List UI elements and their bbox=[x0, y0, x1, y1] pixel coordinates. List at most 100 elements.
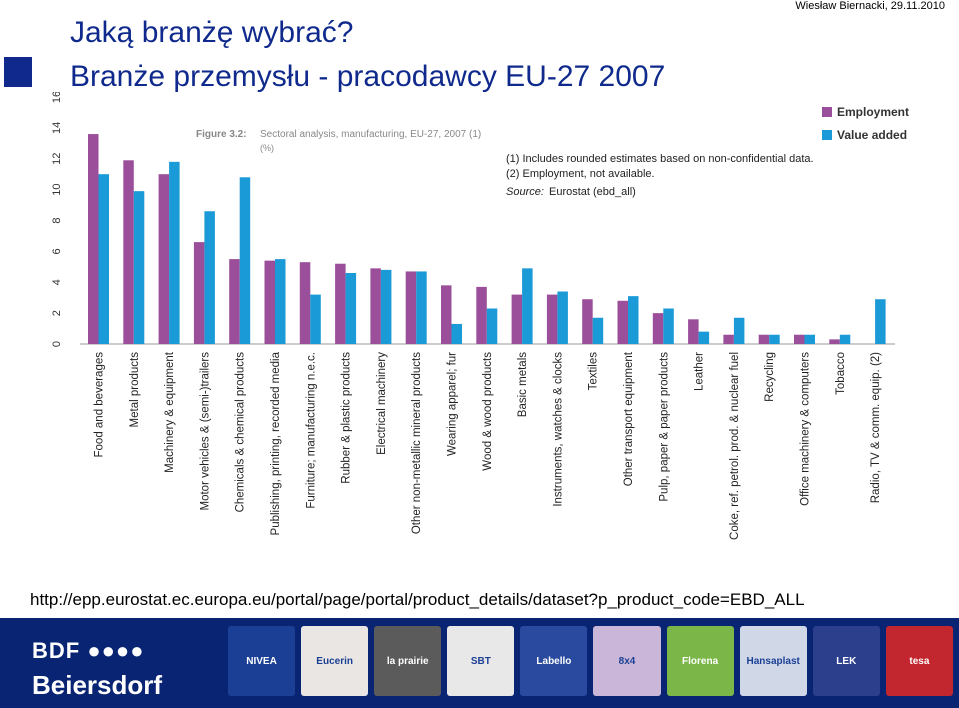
x-category-label: Recycling bbox=[764, 352, 776, 402]
figure-label: Figure 3.2: bbox=[196, 129, 247, 140]
bar-employment bbox=[441, 285, 452, 344]
x-category-label: Other non-metallic mineral products bbox=[411, 352, 423, 534]
bar-value-added bbox=[522, 268, 533, 344]
bar-value-added bbox=[416, 271, 427, 344]
bar-value-added bbox=[486, 308, 498, 344]
product-tile: LEK bbox=[812, 626, 880, 696]
legend-swatch-employment bbox=[822, 107, 832, 117]
legend-label-employment: Employment bbox=[837, 105, 909, 119]
x-category-label: Machinery & equipment bbox=[164, 351, 176, 473]
bar-value-added bbox=[733, 317, 745, 344]
product-tile: tesa bbox=[885, 626, 953, 696]
bar-employment bbox=[299, 262, 311, 344]
x-category-label: Other transport equipment bbox=[623, 351, 635, 486]
bar-value-added bbox=[345, 272, 357, 344]
footer-banner: BDF ●●●● Beiersdorf NIVEA Eucerin la prair… bbox=[0, 618, 959, 708]
bar-value-added bbox=[875, 299, 886, 344]
bar-employment bbox=[582, 299, 593, 344]
bar-employment bbox=[158, 174, 170, 344]
y-tick-label: 12 bbox=[51, 153, 63, 165]
x-category-label: Radio, TV & comm. equip. (2) bbox=[870, 352, 882, 503]
x-category-label: Leather bbox=[694, 352, 706, 391]
bar-employment bbox=[794, 334, 805, 344]
bar-value-added bbox=[204, 211, 215, 344]
y-tick-label: 4 bbox=[51, 279, 63, 285]
bar-value-added bbox=[239, 177, 251, 344]
bar-employment bbox=[652, 313, 664, 344]
y-tick-label: 8 bbox=[51, 217, 63, 223]
bar-value-added bbox=[451, 323, 462, 344]
slide-subtitle: Branże przemysłu - pracodawcy EU-27 2007 bbox=[70, 60, 666, 93]
y-tick-label: 10 bbox=[51, 184, 63, 196]
y-tick-label: 14 bbox=[51, 122, 63, 134]
x-category-label: Rubber & plastic products bbox=[341, 352, 353, 484]
product-tile: la prairie bbox=[374, 626, 442, 696]
x-category-label: Office machinery & computers bbox=[800, 352, 812, 506]
decorative-square bbox=[4, 57, 32, 87]
source-url[interactable]: http://epp.eurostat.ec.europa.eu/portal/… bbox=[30, 590, 805, 609]
product-tile: Eucerin bbox=[301, 626, 369, 696]
x-category-label: Motor vehicles & (semi-)trailers bbox=[199, 352, 211, 511]
bar-value-added bbox=[663, 308, 674, 344]
x-category-label: Coke, ref. petrol. prod. & nuclear fuel bbox=[729, 352, 741, 540]
bar-employment bbox=[264, 260, 275, 344]
bar-employment bbox=[723, 334, 734, 344]
bar-value-added bbox=[275, 259, 286, 344]
product-strip: NIVEA Eucerin la prairie SBT Labello 8x4 Flore… bbox=[228, 626, 953, 702]
bar-chart: Figure 3.2: Sectoral analysis, manufactu… bbox=[51, 91, 909, 540]
bar-employment bbox=[370, 268, 381, 344]
bar-employment bbox=[193, 242, 205, 344]
bar-employment bbox=[758, 334, 770, 344]
figure-caption: Sectoral analysis, manufacturing, EU-27,… bbox=[260, 129, 481, 140]
product-tile: 8x4 bbox=[593, 626, 661, 696]
y-tick-label: 2 bbox=[51, 310, 63, 316]
product-tile: Hansaplast bbox=[739, 626, 807, 696]
x-category-label: Tobacco bbox=[835, 352, 847, 395]
x-category-label: Wearing apparel; fur bbox=[447, 352, 459, 456]
beiersdorf-logo: BDF ●●●● Beiersdorf bbox=[20, 626, 220, 702]
product-tile: Florena bbox=[666, 626, 734, 696]
x-category-label: Food and beverages bbox=[94, 352, 106, 458]
x-category-label: Metal products bbox=[129, 352, 141, 428]
bar-value-added bbox=[769, 334, 780, 344]
bar-employment bbox=[546, 294, 558, 344]
brand-name: Beiersdorf bbox=[32, 670, 163, 700]
bar-employment bbox=[335, 263, 346, 344]
x-category-label: Chemicals & chemical products bbox=[235, 352, 247, 513]
bar-employment bbox=[88, 134, 99, 344]
x-category-label: Furniture; manufacturing n.e.c. bbox=[305, 352, 317, 509]
y-tick-label: 0 bbox=[51, 341, 63, 347]
legend-label-value-added: Value added bbox=[837, 128, 907, 142]
bar-employment bbox=[476, 286, 487, 344]
figure-note-2: (2) Employment, not available. bbox=[506, 168, 655, 180]
source-value: Eurostat (ebd_all) bbox=[549, 186, 636, 198]
product-tile: SBT bbox=[447, 626, 515, 696]
bar-value-added bbox=[310, 294, 321, 344]
y-tick-label: 16 bbox=[51, 92, 63, 103]
legend-swatch-value-added bbox=[822, 130, 832, 140]
product-tile: NIVEA bbox=[228, 626, 296, 696]
bar-employment bbox=[405, 271, 417, 344]
x-category-label: Electrical machinery bbox=[376, 352, 388, 455]
x-category-label: Wood & wood products bbox=[482, 352, 494, 471]
x-category-label: Pulp, paper & paper products bbox=[658, 352, 670, 502]
bar-value-added bbox=[557, 291, 568, 344]
bar-value-added bbox=[133, 191, 145, 344]
bar-value-added bbox=[380, 269, 392, 344]
bar-employment bbox=[617, 300, 628, 344]
x-category-label: Instruments, watches & clocks bbox=[552, 352, 564, 507]
bar-employment bbox=[688, 319, 699, 344]
author-date: Wiesław Biernacki, 29.11.2010 bbox=[795, 0, 945, 12]
bar-value-added bbox=[804, 334, 815, 344]
figure-unit: (%) bbox=[260, 143, 274, 153]
x-category-label: Publishing, printing, recorded media bbox=[270, 351, 282, 535]
bar-employment bbox=[123, 160, 134, 344]
bar-value-added bbox=[592, 317, 604, 344]
bar-value-added bbox=[98, 174, 109, 344]
source-label: Source: bbox=[506, 186, 544, 198]
figure-note-1: (1) Includes rounded estimates based on … bbox=[506, 153, 814, 165]
y-tick-label: 6 bbox=[51, 248, 63, 254]
bar-value-added bbox=[839, 334, 851, 344]
slide-title: Jaką branżę wybrać? bbox=[70, 16, 354, 49]
product-tile: Labello bbox=[520, 626, 588, 696]
